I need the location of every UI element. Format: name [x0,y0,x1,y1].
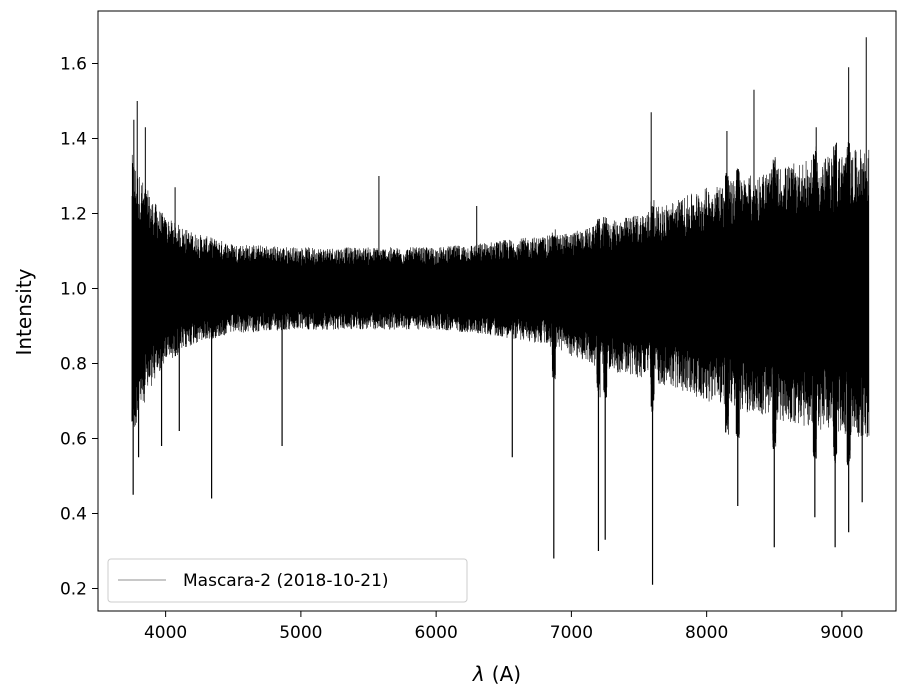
y-tick-label: 1.6 [60,55,87,75]
plot-area [131,37,870,585]
y-tick-label: 0.4 [60,505,87,525]
x-axis-label-unit: (A) [492,662,521,686]
x-tick-label: 4000 [144,623,187,643]
axes-frame [97,10,897,612]
y-axis-label: Intensity [12,268,36,355]
y-tick-label: 0.2 [60,580,87,600]
y-tick-label: 1.2 [60,205,87,225]
y-axis-ticks: 0.2 0.4 0.6 0.8 1.0 1.2 1.4 1.6 [60,55,98,600]
x-tick-label: 9000 [820,623,863,643]
telluric-band [724,172,729,435]
legend: Mascara-2 (2018-10-21) [107,558,468,603]
y-tick-label: 1.0 [60,280,87,300]
y-tick-label: 1.4 [60,130,87,150]
x-tick-label: 5000 [279,623,322,643]
x-axis-ticks: 4000 5000 6000 7000 8000 9000 [144,611,864,643]
x-tick-label: 6000 [415,623,458,643]
legend-box [107,558,468,603]
legend-label: Mascara-2 (2018-10-21) [183,571,389,591]
spectrum-trace [131,149,870,437]
x-tick-label: 8000 [685,623,728,643]
y-tick-label: 0.8 [60,355,87,375]
x-axis-label: λ (A) [472,662,521,686]
series-layer [131,37,870,585]
y-tick-label: 0.6 [60,430,87,450]
x-axis-label-symbol: λ [472,662,485,686]
x-tick-label: 7000 [550,623,593,643]
